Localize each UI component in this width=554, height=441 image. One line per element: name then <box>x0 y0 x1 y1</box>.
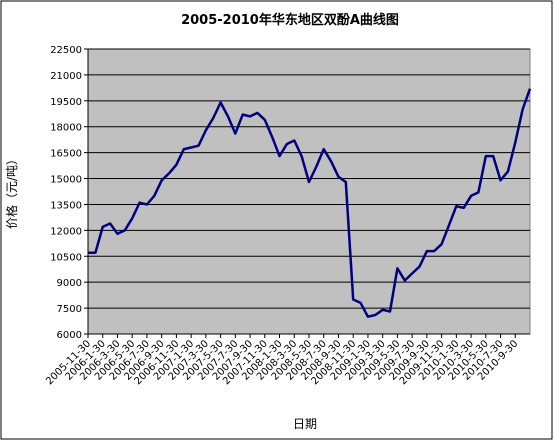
line-series <box>88 88 532 318</box>
y-tick-label: 15000 <box>50 175 82 186</box>
y-tick-label: 6000 <box>57 330 82 341</box>
y-tick-label: 22500 <box>50 45 82 56</box>
y-tick-label: 19500 <box>50 97 82 108</box>
y-tick-label: 16500 <box>50 149 82 160</box>
y-tick-label: 18000 <box>50 123 82 134</box>
y-tick-label: 7500 <box>57 304 82 315</box>
chart-title: 2005-2010年华东地区双酚A曲线图 <box>181 12 399 28</box>
y-tick-label: 9000 <box>57 278 82 289</box>
x-axis-label: 日期 <box>293 417 317 431</box>
y-tick-label: 12000 <box>50 226 82 237</box>
y-tick-label: 21000 <box>50 71 82 82</box>
y-tick-label: 13500 <box>50 200 82 211</box>
y-axis-label: 价格（元/吨） <box>4 153 19 229</box>
plot-area <box>87 48 531 335</box>
y-tick-label: 10500 <box>50 252 82 263</box>
